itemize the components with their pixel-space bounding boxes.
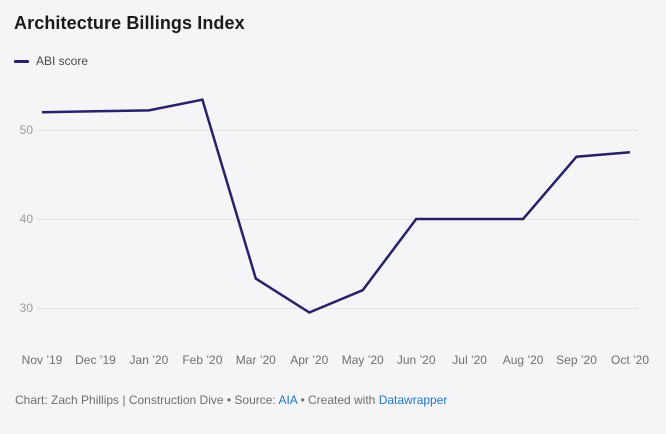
gridline <box>37 219 638 220</box>
legend: ABI score <box>14 54 88 68</box>
footer-credit: Chart: Zach Phillips | Construction Dive… <box>15 393 447 407</box>
footer-credit-text: Chart: Zach Phillips | Construction Dive… <box>15 393 279 407</box>
x-axis-tick-label: May ’20 <box>341 353 384 367</box>
x-axis-tick-label: Jul ’20 <box>452 353 487 367</box>
datawrapper-link[interactable]: Datawrapper <box>378 393 448 407</box>
x-axis-tick-label: Nov ’19 <box>21 353 63 367</box>
gridline <box>37 308 638 309</box>
y-axis-tick-label: 30 <box>19 301 33 315</box>
y-axis-tick-label: 40 <box>19 212 33 226</box>
x-axis-tick-label: Feb ’20 <box>182 353 223 367</box>
gridline <box>37 130 638 131</box>
chart-title: Architecture Billings Index <box>14 13 245 33</box>
x-axis-tick-label: Oct ’20 <box>610 353 650 367</box>
legend-line-swatch <box>14 59 29 63</box>
x-axis-tick-label: Aug ’20 <box>502 353 544 367</box>
legend-label: ABI score <box>36 54 89 68</box>
footer-created-with-text: • Created with <box>297 393 379 407</box>
x-axis-tick-label: Jan ’20 <box>129 353 169 367</box>
x-axis-tick-label: Dec ’19 <box>75 353 116 367</box>
x-axis-tick-label: Apr ’20 <box>290 353 329 367</box>
x-axis-tick-label: Mar ’20 <box>235 353 276 367</box>
x-axis-tick-label: Sep ’20 <box>556 353 597 367</box>
x-axis-tick-label: Jun ’20 <box>396 353 436 367</box>
source-link[interactable]: AIA <box>278 393 298 407</box>
abi-line <box>41 98 631 314</box>
y-axis-tick-label: 50 <box>19 123 33 137</box>
